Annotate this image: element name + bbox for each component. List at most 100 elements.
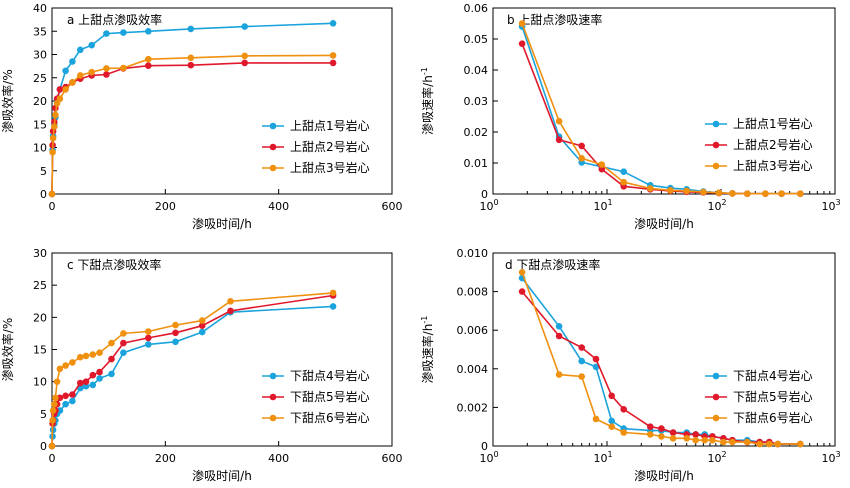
panel-a-series-2-point — [241, 59, 248, 67]
panel-d-series-3-point — [647, 431, 654, 438]
panel-b-ylabel-text: 渗吸速率/h — [420, 75, 435, 135]
panel-a-legend-marker-1 — [269, 122, 277, 130]
panel-a-series-3-point — [49, 148, 56, 156]
panel-a-y-tick-label: 40 — [33, 2, 47, 15]
panel-b-series-2-point — [578, 142, 585, 150]
panel-c-series-2-point — [145, 334, 152, 342]
panel-c-series-1-point — [62, 400, 69, 408]
panel-a-series-3-point — [49, 134, 57, 142]
panel-a-series-3-point — [88, 68, 95, 76]
panel-d-chart: d 下甜点渗吸速率 渗吸时间/h 渗吸速率/h-1 100 101 102 103 0 0… — [420, 247, 841, 483]
panel-a-legend-label-1: 上甜点1号岩心 — [290, 118, 370, 133]
panel-d-legend-marker-2 — [712, 393, 720, 401]
panel-a-series-1-point — [187, 25, 195, 33]
panel-b-series-3-point — [620, 178, 627, 186]
panel-a-legend-label-3: 上甜点3号岩心 — [290, 160, 370, 175]
panel-b-series-3-point — [667, 187, 674, 194]
panel-c-series-3-point — [96, 349, 103, 357]
panel-c-series-2-point — [108, 355, 115, 363]
panel-a-y-tick-label: 10 — [33, 142, 47, 155]
panel-b-legend-label-1: 上甜点1号岩心 — [733, 116, 813, 131]
panel-d-series-1-point — [592, 363, 600, 371]
panel-d-series-3-point — [692, 436, 699, 444]
panel-c-series-3-point — [48, 442, 56, 450]
panel-b-series-3-point — [729, 190, 736, 197]
panel-b-title: b 上甜点渗吸速率 — [507, 12, 602, 27]
panel-a-series-3-point — [52, 111, 59, 119]
panel-a-y-tick-label: 25 — [33, 72, 47, 85]
panel-b-series-3-point — [700, 188, 707, 196]
panel-b-ylabel: 渗吸速率/h-1 — [420, 67, 435, 135]
panel-c-legend-marker-1 — [269, 372, 277, 380]
panel-c-xlabel: 渗吸时间/h — [192, 468, 252, 483]
panel-c-series-2-point — [62, 392, 69, 400]
panel-d-series-2-point — [518, 288, 526, 295]
panel-c-legend-label-2: 下甜点5号岩心 — [290, 389, 370, 404]
panel-d-y-tick-label: 0.006 — [457, 324, 489, 337]
panel-a-series-3-point — [145, 55, 152, 63]
panel-a-series-1-point — [145, 28, 152, 35]
panel-d-plot-frame — [492, 252, 836, 447]
panel-c-series-2-point — [172, 329, 179, 337]
panel-a-chart: a 上甜点渗吸效率 渗吸时间/h 渗吸效率/% 0 200 400 600 0 5 10 15… — [0, 2, 403, 231]
panel-d-series-2-point — [658, 425, 665, 432]
panel-a-series-3-point — [51, 123, 58, 130]
panel-d-legend-marker-3 — [712, 414, 720, 422]
panel-b-series-3-point — [762, 190, 769, 197]
panel-b-series-3-point — [598, 161, 606, 168]
panel-b-y-tick-label: 0 — [481, 188, 488, 201]
panel-a-series-1-point — [120, 29, 127, 36]
panel-c-series-3-point — [51, 400, 58, 408]
panel-b-series-1-point — [620, 168, 627, 175]
panel-d-series-3-point — [658, 433, 665, 440]
panel-b-ylabel-sup: -1 — [420, 67, 429, 75]
panel-c-series-2-point — [120, 339, 127, 347]
panel-d-series-2-point — [592, 355, 600, 363]
panel-d-series-3-point — [518, 269, 526, 276]
panel-a-y-tick-label: 30 — [33, 49, 47, 62]
panel-c-series-3-point — [198, 317, 206, 324]
panel-a-series-2-point — [56, 86, 64, 93]
panel-c-x-tick-label: 600 — [382, 452, 403, 465]
panel-c-y-tick-label: 25 — [33, 279, 47, 292]
panel-d-legend-label-2: 下甜点5号岩心 — [733, 389, 813, 404]
panel-d-y-tick-label: 0.010 — [457, 247, 489, 260]
panel-a-series-3-point — [103, 65, 110, 72]
panel-c-y-tick-label: 20 — [33, 311, 47, 324]
panel-b-y-tick-label: 0.04 — [464, 64, 489, 77]
panel-d-series-3-point — [797, 440, 804, 448]
panel-d-y-tick-label: 0.008 — [457, 286, 489, 299]
panel-c-series-3-point — [53, 378, 61, 386]
panel-b-y-tick-label: 0.02 — [464, 126, 489, 139]
panel-c-series-1-point — [120, 349, 127, 357]
panel-d-series-2-point — [608, 392, 615, 400]
panel-d-y-tick-label: 0 — [481, 440, 488, 453]
panel-c-series-3-point — [82, 352, 90, 360]
panel-a-series-2-point — [187, 61, 195, 69]
panel-b-y-tick-label: 0.03 — [464, 95, 489, 108]
panel-a-x-tick-label: 0 — [49, 200, 56, 213]
panel-d-series-3-point — [744, 438, 751, 446]
panel-b-series-3-point — [797, 190, 804, 197]
panel-d-y-tick-label: 0.002 — [457, 401, 489, 414]
panel-b-x-tick-label: 100 — [479, 198, 498, 213]
panel-c-series-3-point — [69, 359, 76, 366]
panel-c-series-1-point — [329, 303, 337, 310]
panel-c-series-3-point — [227, 298, 234, 305]
panel-c-series-2-point — [89, 371, 97, 379]
panel-a-legend-marker-3 — [269, 164, 277, 172]
panel-a-series-2-point — [103, 71, 110, 78]
panel-c-series-3-point — [52, 394, 59, 402]
panel-b-series-3-point — [555, 117, 563, 125]
panel-c-x-tick-label: 0 — [49, 452, 56, 465]
panel-d-series-3-point — [729, 438, 736, 446]
panel-b-x-tick-label: 101 — [593, 198, 612, 213]
panel-c-series-2-point — [77, 379, 84, 387]
panel-d-series-3-point — [669, 435, 677, 442]
panel-a-ylabel: 渗吸效率/% — [0, 69, 15, 132]
panel-c-series-3-point — [329, 289, 337, 297]
panel-d-series-1-point — [608, 417, 615, 425]
panel-d-series-3-point — [756, 440, 763, 448]
panel-a-series-1-point — [88, 41, 95, 49]
